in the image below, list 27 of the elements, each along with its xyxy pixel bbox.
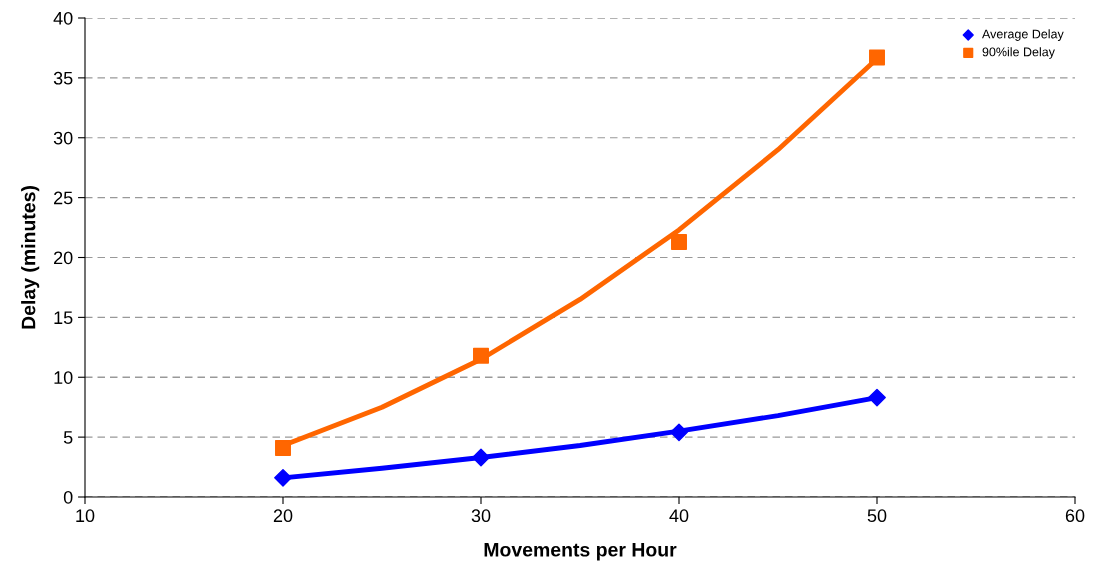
y-tick-label: 20 <box>54 251 73 265</box>
y-tick-label: 5 <box>63 431 73 444</box>
x-tick-label: 10 <box>76 509 95 523</box>
legend-label: Average Delay <box>982 29 1064 41</box>
y-tick-label: 10 <box>54 371 73 384</box>
point <box>868 388 886 407</box>
point <box>275 439 291 456</box>
y-tick-label: 0 <box>63 490 73 504</box>
x-tick-label: 50 <box>867 509 887 523</box>
x-axis-title: Movements per Hour <box>484 543 677 561</box>
y-tick-label: 35 <box>53 71 73 85</box>
point <box>472 448 490 467</box>
y-tick-label: 25 <box>54 191 73 205</box>
point <box>473 347 489 364</box>
point <box>670 423 688 442</box>
point <box>274 468 292 487</box>
point <box>671 233 687 250</box>
x-tick-label: 30 <box>471 509 491 523</box>
x-tick-label: 40 <box>669 509 689 523</box>
y-tick-label: 30 <box>53 131 73 145</box>
y-axis-title: Delay (minutes) <box>21 186 40 329</box>
x-tick-label: 60 <box>1065 509 1085 523</box>
x-tick-label: 20 <box>273 509 293 523</box>
y-tick-label: 40 <box>53 11 73 25</box>
y-tick-label: 15 <box>54 311 73 325</box>
legend-label: 90%ile Delay <box>982 47 1055 59</box>
point <box>869 49 885 66</box>
